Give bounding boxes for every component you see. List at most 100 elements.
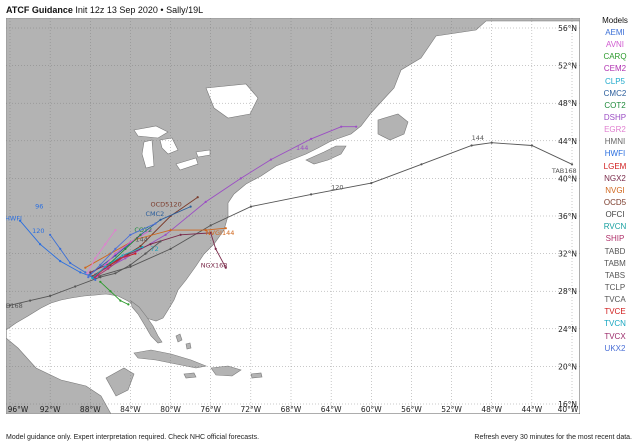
lon-label: 88°W xyxy=(80,405,101,414)
lon-label: 72°W xyxy=(240,405,261,414)
legend-item-ocd5[interactable]: OCD5 xyxy=(603,197,627,207)
track-point xyxy=(29,299,32,302)
legend-item-rvcn[interactable]: RVCN xyxy=(603,222,627,232)
legend-item-ship[interactable]: SHIP xyxy=(605,234,625,244)
legend-item-cmc2[interactable]: CMC2 xyxy=(603,88,627,98)
hudson-bay xyxy=(205,83,259,119)
track-point xyxy=(49,294,52,297)
legend-item-tvca[interactable]: TVCA xyxy=(604,295,626,305)
legend-item-lgem[interactable]: LGEM xyxy=(603,161,627,171)
track-tabd[interactable]: 120 144 TAB168 xyxy=(97,134,577,278)
track-point xyxy=(149,229,152,232)
track-point xyxy=(124,257,127,260)
legend-item-hmni[interactable]: HMNI xyxy=(604,137,626,147)
track-label: TAB168 xyxy=(551,167,577,175)
lon-label: 84°W xyxy=(120,405,141,414)
track-aemi[interactable] xyxy=(49,233,97,281)
track-point xyxy=(74,285,77,288)
lon-label: 60°W xyxy=(361,405,382,414)
legend-item-tabm[interactable]: TABM xyxy=(604,258,626,268)
track-point xyxy=(169,229,172,232)
track-tvcn[interactable]: 72 xyxy=(91,245,159,280)
lat-label: 24°N xyxy=(558,325,577,334)
track-point xyxy=(134,252,137,255)
legend-item-ofci[interactable]: OFCI xyxy=(605,210,625,220)
lon-label: 44°W xyxy=(521,405,542,414)
track-point xyxy=(49,233,52,236)
track-point xyxy=(127,303,130,306)
legend-item-tabs[interactable]: TABS xyxy=(604,270,626,280)
lat-label: 28°N xyxy=(558,287,577,296)
track-point xyxy=(214,247,217,250)
track-ship[interactable] xyxy=(94,254,127,279)
track-point xyxy=(129,233,132,236)
track-egr2[interactable] xyxy=(86,229,117,275)
track-point xyxy=(79,271,82,274)
lat-label: 20°N xyxy=(558,362,577,371)
track-point xyxy=(99,263,102,266)
legend-item-egr2[interactable]: EGR2 xyxy=(604,125,626,135)
lat-label: 32°N xyxy=(558,250,577,259)
footer: Model guidance only. Expert interpretati… xyxy=(0,430,640,446)
map-title: ATCF Guidance Init 12z 13 Sep 2020 • Sal… xyxy=(6,2,203,18)
footer-refresh-note: Refresh every 30 minutes for the most re… xyxy=(474,434,632,441)
track-line xyxy=(85,227,226,269)
legend-item-aemi[interactable]: AEMI xyxy=(605,28,625,37)
north-america-land xyxy=(6,18,580,331)
legend-item-tvcx[interactable]: TVCX xyxy=(604,331,626,341)
legend-item-ngx2[interactable]: NGX2 xyxy=(604,173,626,183)
track-point xyxy=(124,254,127,257)
mexico-land xyxy=(6,337,112,414)
lat-label: 16°N xyxy=(558,400,577,409)
track-point xyxy=(119,299,122,302)
track-point xyxy=(18,219,22,222)
track-point xyxy=(139,233,142,236)
track-label: TAB168 xyxy=(6,302,23,310)
lon-label: 56°W xyxy=(401,405,422,414)
track-label: COT2 xyxy=(134,226,152,234)
track-dshp[interactable]: 144 xyxy=(94,125,358,276)
track-point xyxy=(107,267,110,270)
track-point xyxy=(129,241,132,244)
legend-item-tclp[interactable]: TCLP xyxy=(604,282,626,292)
track-label: NVGI144 xyxy=(206,229,235,237)
legend-item-cot2[interactable]: COT2 xyxy=(604,100,626,110)
legend-item-tabd[interactable]: TABD xyxy=(604,246,626,256)
track-point xyxy=(179,233,182,236)
track-label: 144 xyxy=(296,144,308,152)
track-point xyxy=(69,261,72,265)
track-point xyxy=(159,218,162,221)
legend-item-dshp[interactable]: DSHP xyxy=(603,112,627,122)
track-point xyxy=(355,125,358,128)
track-point xyxy=(114,247,117,250)
legend-item-tvcn[interactable]: TVCN xyxy=(604,319,626,329)
track-point xyxy=(164,233,167,236)
legend-item-avni[interactable]: AVNI xyxy=(605,40,625,50)
track-point xyxy=(196,196,199,199)
track-point xyxy=(59,260,62,263)
track-point xyxy=(370,182,373,185)
legend-item-cem2[interactable]: CEM2 xyxy=(603,64,627,74)
track-carq[interactable] xyxy=(99,280,130,306)
track-point xyxy=(124,247,127,250)
lat-label: 36°N xyxy=(558,212,577,221)
yucatan-land xyxy=(105,367,135,397)
track-point xyxy=(169,247,172,250)
newfoundland-land xyxy=(377,113,409,141)
legend-item-tvce[interactable]: TVCE xyxy=(604,307,626,317)
track-point xyxy=(86,272,89,275)
legend-item-clp5[interactable]: CLP5 xyxy=(604,76,625,86)
track-point xyxy=(204,229,207,232)
track-label: OCD5120 xyxy=(151,201,182,209)
track-ukx2[interactable] xyxy=(87,222,157,279)
legend-item-carq[interactable]: CARQ xyxy=(603,52,627,62)
legend-item-hwfi[interactable]: HWFI xyxy=(604,149,626,159)
legend-item-nvgi[interactable]: NVGI xyxy=(605,185,625,195)
track-tclp[interactable]: 144 xyxy=(99,235,162,279)
track-point xyxy=(310,137,313,140)
track-point xyxy=(129,263,132,266)
legend-item-ukx2[interactable]: UKX2 xyxy=(604,343,626,353)
track-point xyxy=(104,243,107,246)
